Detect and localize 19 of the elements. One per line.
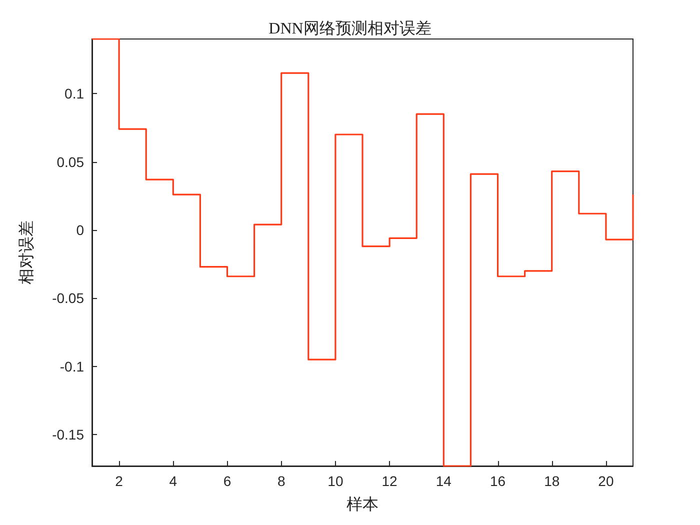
y-tick-label: 0 — [76, 222, 84, 238]
chart-title: DNN网络预测相对误差 — [268, 20, 432, 38]
y-axis-title: 相对误差 — [16, 220, 36, 284]
x-tick-label: 8 — [277, 473, 286, 489]
y-tick-label: -0.05 — [52, 290, 84, 306]
y-tick-label: -0.1 — [60, 358, 84, 374]
x-tick-label: 14 — [436, 473, 452, 489]
x-axis-title: 样本 — [346, 494, 378, 514]
x-tick-label: 2 — [115, 473, 124, 489]
x-tick-label: 4 — [169, 473, 178, 489]
x-tick-label: 12 — [382, 473, 398, 489]
y-tick-label: -0.15 — [52, 426, 84, 443]
y-tick-label: 0.05 — [56, 154, 84, 170]
x-tick-label: 18 — [544, 473, 560, 489]
x-tick-label: 6 — [223, 473, 232, 489]
x-tick-label: 10 — [328, 473, 344, 489]
x-tick-label: 16 — [490, 473, 506, 489]
x-tick-label: 20 — [598, 473, 614, 489]
y-tick-label: 0.1 — [64, 86, 84, 102]
